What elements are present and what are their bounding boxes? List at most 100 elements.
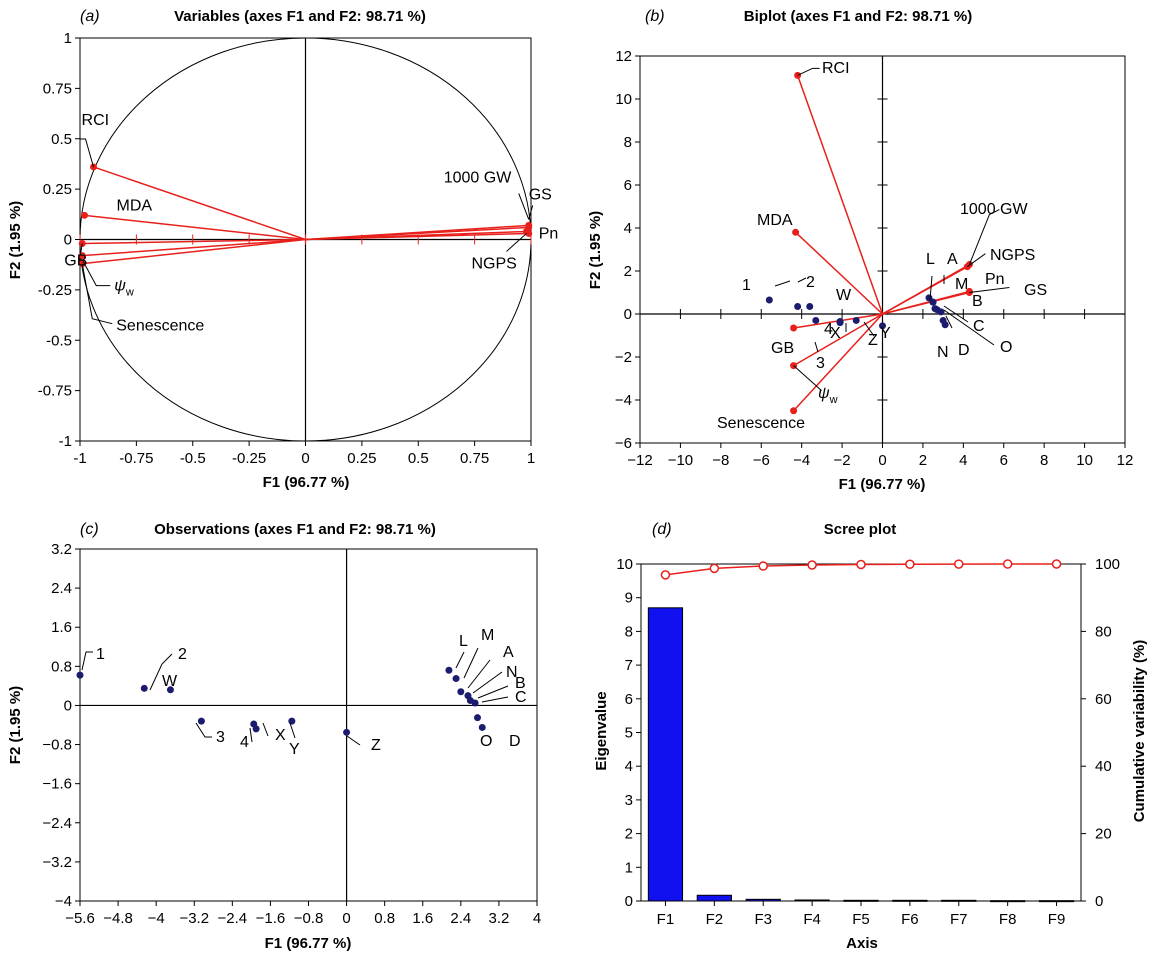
x-tick-label: −0.8: [294, 910, 324, 927]
variable-point: [790, 407, 798, 415]
variable-vector: [82, 238, 306, 257]
y-tick-label: −3.2: [42, 854, 72, 871]
y2-tick-label: 100: [1095, 556, 1120, 573]
variable-label: GS: [529, 186, 552, 203]
leader-line: [289, 722, 296, 739]
x-tick-label: 12: [1117, 452, 1134, 469]
observation-point: [197, 717, 205, 725]
leader-line: [774, 280, 791, 287]
panel-label: (a): [80, 8, 100, 25]
variable-point: [792, 228, 800, 236]
observation-label: 1: [742, 277, 751, 294]
y-tick-label: 0: [64, 697, 72, 714]
leader-line: [262, 722, 269, 737]
y2-tick-label: 20: [1095, 826, 1112, 843]
panel-label: (b): [645, 8, 665, 25]
y2-tick-label: 80: [1095, 623, 1112, 640]
variable-label: Senescence: [717, 415, 805, 432]
leader-line: [81, 263, 113, 325]
x-tick-label: 0.8: [374, 910, 395, 927]
variable-label: MDA: [757, 212, 793, 229]
observation-label: B: [515, 675, 526, 692]
x-tick-label: 10: [1076, 452, 1093, 469]
leader-line: [472, 671, 503, 694]
x-tick-label: 4: [533, 910, 541, 927]
y-tick-label: -0.5: [46, 332, 72, 349]
observation-point: [765, 296, 773, 304]
panel-label: (c): [80, 521, 99, 538]
leader-line: [797, 277, 807, 283]
leader-line: [477, 685, 509, 699]
y-axis-label: F2 (1.95 %): [7, 201, 24, 279]
variable-vector: [305, 224, 529, 241]
observation-label: 2: [806, 274, 815, 291]
variable-label: Senescence: [116, 318, 204, 335]
y-tick-label: −4: [55, 893, 72, 910]
y-tick-label: −2.4: [42, 815, 72, 832]
leader-line: [81, 259, 111, 287]
leader-line: [81, 651, 93, 671]
leader-line: [518, 193, 530, 220]
leader-line: [249, 727, 253, 743]
variable-vector: [93, 166, 306, 241]
x-tick-label: −2: [834, 452, 851, 469]
observation-point: [252, 725, 260, 733]
y-tick-label: -1: [59, 433, 72, 450]
x-tick-label: 0: [301, 450, 309, 467]
variable-label: GS: [1024, 282, 1047, 299]
x-tick-label: 0.25: [347, 450, 376, 467]
x-axis-label: F1 (96.77 %): [263, 474, 350, 491]
y-tick-label: 7: [625, 657, 633, 674]
x-axis-label: F1 (96.77 %): [265, 935, 352, 952]
observation-point: [471, 699, 479, 707]
x-tick-label: 8: [1040, 452, 1048, 469]
chart-title: Variables (axes F1 and F2: 98.71 %): [174, 8, 426, 25]
cumulative-point: [1002, 559, 1013, 569]
leader-line: [793, 365, 822, 391]
variable-vector: [305, 230, 527, 241]
x-tick-label: −2.4: [218, 910, 248, 927]
y-tick-label: −2: [615, 349, 632, 366]
y-tick-label: 1: [625, 859, 633, 876]
y-axis-label: Eigenvalue: [593, 691, 610, 770]
x-tick-label: −3.2: [179, 910, 209, 927]
observation-label: L: [926, 251, 935, 268]
y2-tick-label: 40: [1095, 758, 1112, 775]
x-axis-label: Axis: [846, 935, 878, 952]
observation-point: [937, 308, 945, 316]
x-tick-label: 0.5: [408, 450, 429, 467]
leader-line: [79, 138, 95, 168]
observation-point: [76, 671, 84, 679]
panel-a-variables: -1 -0.75 -0.5 -0.25 0 0.25 0.5 0.75 1 -1 -0.75 -0.5…: [7, 8, 558, 491]
y-tick-label: 6: [624, 177, 632, 194]
observation-label: L: [459, 633, 468, 650]
y-tick-label: 1: [64, 30, 72, 47]
x-tick-label: 2: [919, 452, 927, 469]
y-tick-label: 0: [624, 306, 632, 323]
x-tick-label: −1.6: [256, 910, 286, 927]
leader-line: [945, 315, 953, 329]
y-tick-label: -0.25: [38, 282, 72, 299]
chart-title: Biplot (axes F1 and F2: 98.71 %): [744, 8, 972, 25]
variable-point: [525, 221, 533, 229]
panel-c-observations: −5.6 −4.8 −4 −3.2 −2.4 −1.6 −0.8 0 0.8 1.6 2.4 3.2 4…: [7, 521, 541, 952]
x-tick-label: 0: [342, 910, 350, 927]
x-tick-label: F6: [901, 911, 919, 928]
leader-line: [481, 696, 509, 703]
x-tick-label: −12: [627, 452, 652, 469]
observation-label: M: [955, 276, 968, 293]
y-tick-label: 2: [624, 263, 632, 280]
observation-point: [457, 688, 465, 696]
y-axis-label: F2 (1.95 %): [587, 211, 604, 289]
observation-point: [478, 723, 486, 731]
y-tick-label: 4: [624, 220, 632, 237]
x-tick-label: F4: [803, 911, 821, 928]
cumulative-point: [807, 560, 817, 570]
x-tick-label: 0: [878, 452, 886, 469]
leader-line: [863, 321, 875, 337]
observation-point: [288, 717, 296, 725]
observation-point: [343, 728, 351, 736]
observation-label: W: [836, 287, 852, 304]
observation-label: D: [509, 733, 521, 750]
